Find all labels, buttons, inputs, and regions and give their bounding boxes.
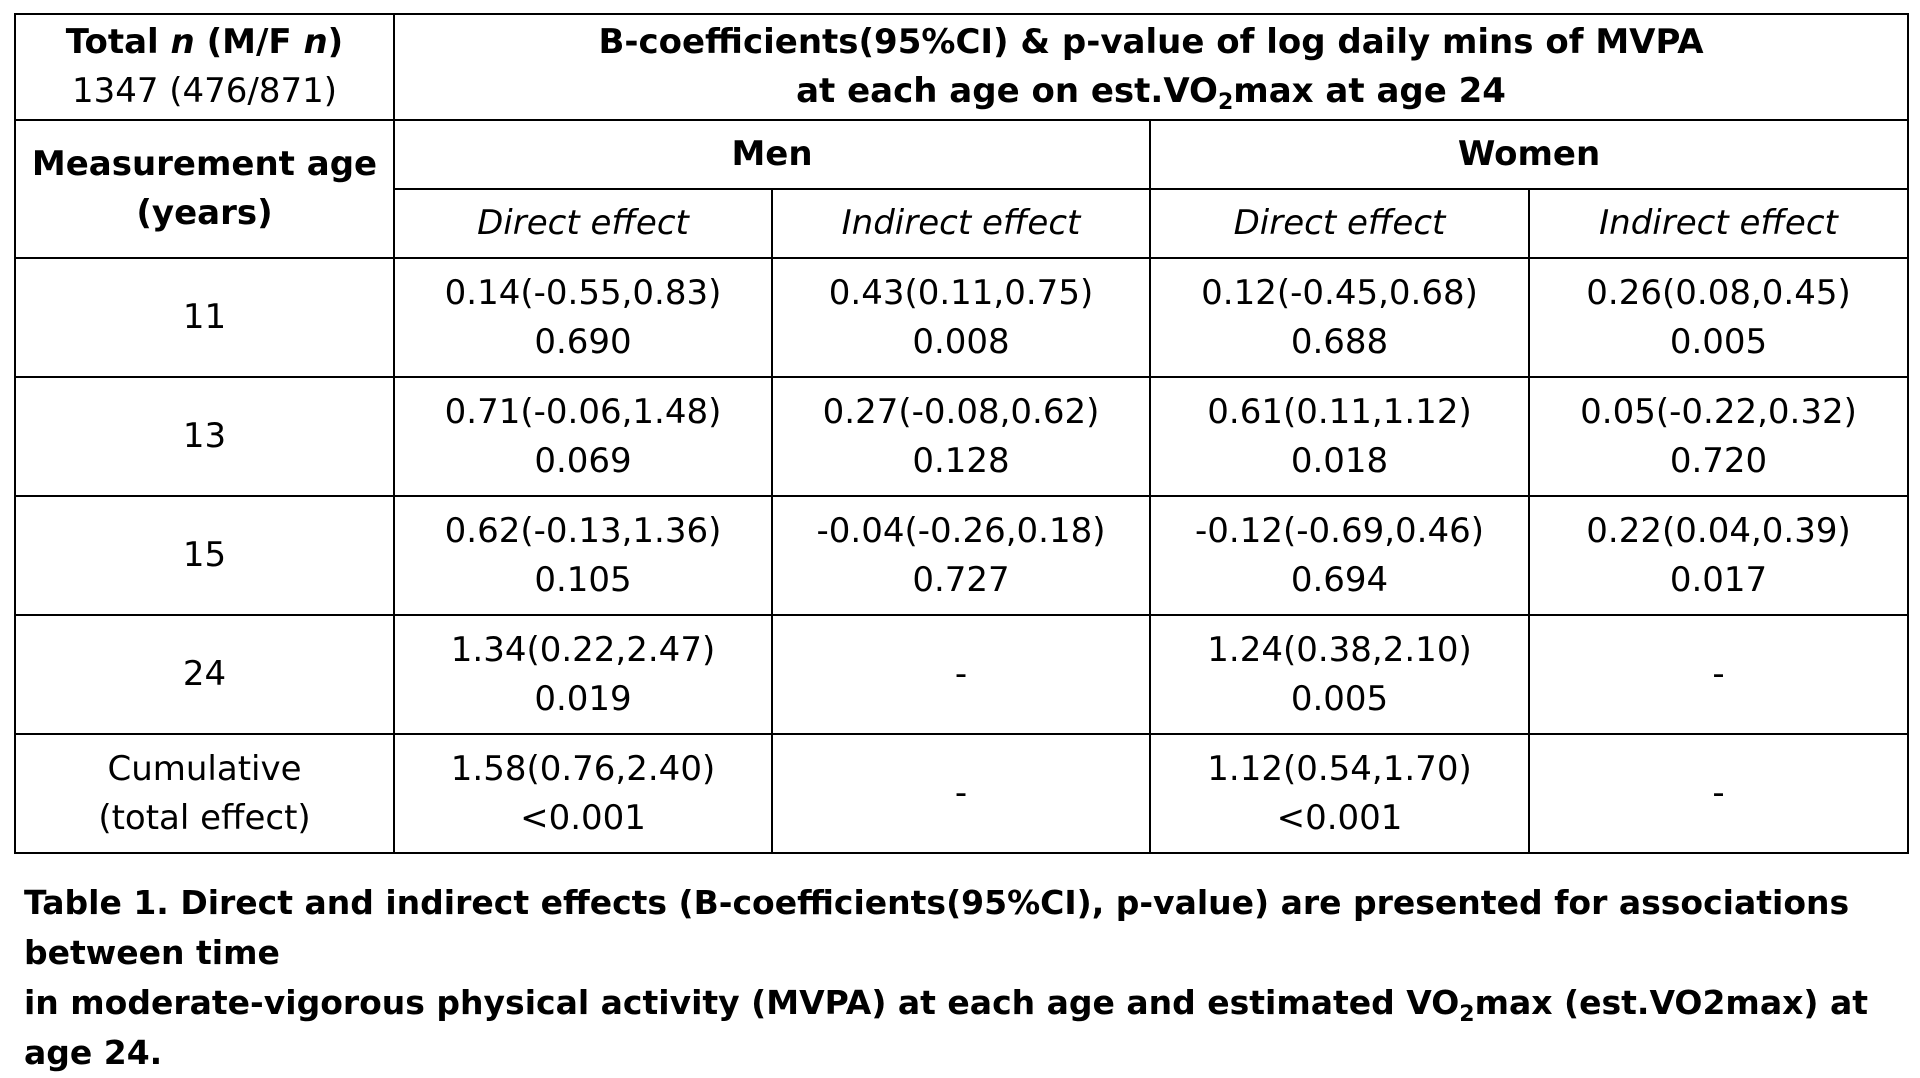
- age-cell: 24: [14, 614, 395, 735]
- men-direct-cell: 0.14(-0.55,0.83) 0.690: [393, 257, 773, 378]
- table-caption: Table 1. Direct and indirect effects (B-…: [24, 878, 1904, 1078]
- caption-line1: Table 1. Direct and indirect effects (B-…: [24, 883, 1850, 972]
- men-indirect-cell: 0.43(0.11,0.75) 0.008: [771, 257, 1151, 378]
- table-row: 24 1.34(0.22,2.47) 0.019 - 1.24(0.38,2.10…: [14, 614, 1910, 735]
- table-row: 15 0.62(-0.13,1.36) 0.105 -0.04(-0.26,0.1…: [14, 495, 1910, 616]
- women-direct-cell: 0.12(-0.45,0.68) 0.688: [1149, 257, 1530, 378]
- table-row: Cumulative (total effect) 1.58(0.76,2.40)…: [14, 733, 1910, 854]
- total-n-cell: Total n (M/F n) 1347 (476/871): [14, 13, 395, 121]
- age-cell: Cumulative (total effect): [14, 733, 395, 854]
- men-indirect-cell: -: [771, 733, 1151, 854]
- men-direct-header: Direct effect: [393, 188, 773, 259]
- women-direct-header: Direct effect: [1149, 188, 1530, 259]
- age-cell: 15: [14, 495, 395, 616]
- women-direct-cell: -0.12(-0.69,0.46) 0.694: [1149, 495, 1530, 616]
- men-indirect-cell: 0.27(-0.08,0.62) 0.128: [771, 376, 1151, 497]
- men-indirect-header: Indirect effect: [771, 188, 1151, 259]
- group-header-row: Measurement age (years) Men Women: [14, 119, 1910, 259]
- age-column-header: Measurement age (years): [14, 119, 395, 259]
- men-group-header: Men: [393, 119, 1151, 190]
- men-direct-cell: 0.71(-0.06,1.48) 0.069: [393, 376, 773, 497]
- page: Total n (M/F n) 1347 (476/871) B-coeffic…: [14, 13, 1910, 1072]
- table-row: 11 0.14(-0.55,0.83) 0.690 0.43(0.11,0.75)…: [14, 257, 1910, 378]
- men-direct-cell: 0.62(-0.13,1.36) 0.105: [393, 495, 773, 616]
- women-indirect-cell: 0.05(-0.22,0.32) 0.720: [1527, 376, 1910, 497]
- women-indirect-cell: 0.26(0.08,0.45) 0.005: [1527, 257, 1910, 378]
- women-indirect-cell: -: [1527, 733, 1910, 854]
- table-title-row: Total n (M/F n) 1347 (476/871) B-coeffic…: [14, 13, 1910, 121]
- caption-line2: in moderate-vigorous physical activity (…: [24, 983, 1868, 1072]
- table-row: 13 0.71(-0.06,1.48) 0.069 0.27(-0.08,0.62…: [14, 376, 1910, 497]
- men-direct-cell: 1.58(0.76,2.40) <0.001: [393, 733, 773, 854]
- women-indirect-header: Indirect effect: [1527, 188, 1910, 259]
- results-table: Total n (M/F n) 1347 (476/871) B-coeffic…: [14, 13, 1910, 854]
- total-n-value: 1347 (476/871): [71, 71, 338, 111]
- total-n-label: Total n (M/F n): [65, 22, 344, 62]
- men-indirect-cell: -0.04(-0.26,0.18) 0.727: [771, 495, 1151, 616]
- women-indirect-cell: -: [1527, 614, 1910, 735]
- age-cell: 11: [14, 257, 395, 378]
- women-direct-cell: 1.12(0.54,1.70) <0.001: [1149, 733, 1530, 854]
- table-title-cell: B-coefficients(95%CI) & p-value of log d…: [392, 13, 1910, 121]
- men-indirect-cell: -: [771, 614, 1151, 735]
- women-group-header: Women: [1148, 119, 1910, 190]
- effect-header-row: Direct effect Indirect effect Direct eff…: [15, 188, 1910, 259]
- women-direct-cell: 1.24(0.38,2.10) 0.005: [1149, 614, 1530, 735]
- table-title-line1: B-coefficients(95%CI) & p-value of log d…: [598, 22, 1704, 62]
- age-cell: 13: [14, 376, 395, 497]
- men-direct-cell: 1.34(0.22,2.47) 0.019: [393, 614, 773, 735]
- women-direct-cell: 0.61(0.11,1.12) 0.018: [1149, 376, 1530, 497]
- women-indirect-cell: 0.22(0.04,0.39) 0.017: [1527, 495, 1910, 616]
- table-title-line2: at each age on est.VO2max at age 24: [796, 71, 1506, 115]
